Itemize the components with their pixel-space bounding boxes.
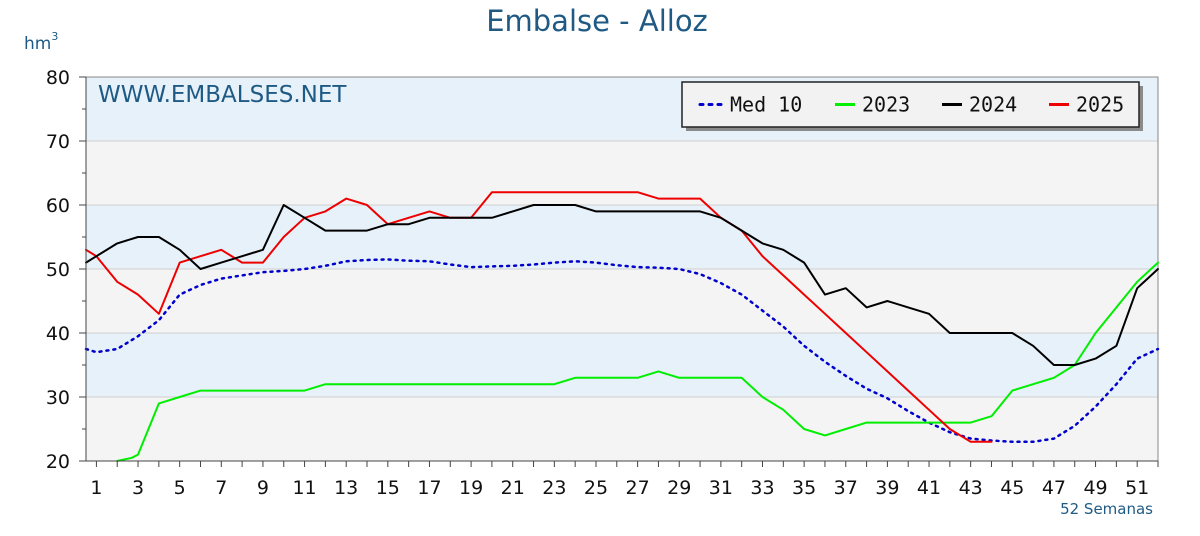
x-tick-label: 47 <box>1042 477 1066 499</box>
grid-lines <box>86 140 1158 398</box>
x-tick-label: 1 <box>90 477 102 499</box>
x-tick-label: 9 <box>257 477 269 499</box>
x-tick-label: 27 <box>626 477 650 499</box>
x-tick-label: 39 <box>875 477 899 499</box>
y-tick-label: 40 <box>46 323 70 345</box>
y-tick-label: 70 <box>46 131 70 153</box>
x-axis-label: 52 Semanas <box>1060 500 1153 518</box>
x-tick-label: 3 <box>132 477 144 499</box>
chart-title: Embalse - Alloz <box>486 4 708 38</box>
x-tick-label: 37 <box>834 477 858 499</box>
y-tick-label: 30 <box>46 387 70 409</box>
plot-band <box>86 269 1158 333</box>
series-line-2025 <box>85 191 993 443</box>
series-group <box>84 191 1160 462</box>
x-tick-label: 11 <box>292 477 316 499</box>
y-axis: 20 30 40 50 60 70 80 <box>46 67 87 473</box>
x-tick-label: 31 <box>709 477 733 499</box>
y-axis-unit: hm3 <box>24 30 58 54</box>
plot-band <box>86 333 1158 397</box>
x-tick-label: 21 <box>501 477 525 499</box>
x-tick-label: 13 <box>334 477 358 499</box>
series-line-2024 <box>85 204 1159 366</box>
y-tick-label: 50 <box>46 259 70 281</box>
legend-label-2024: 2024 <box>969 93 1017 117</box>
plot-band <box>86 205 1158 269</box>
x-tick-label: 45 <box>1000 477 1024 499</box>
y-axis-unit-superscript: 3 <box>51 30 58 43</box>
x-tick-label: 29 <box>667 477 691 499</box>
legend-label-2023: 2023 <box>862 93 910 117</box>
x-tick-label: 49 <box>1083 477 1107 499</box>
x-axis: 1 3 5 7 9 11 13 15 17 19 21 23 25 27 29 31 33 35 37 39 41 43 4… <box>86 460 1159 499</box>
x-tick-label: 19 <box>459 477 483 499</box>
series-line-2023 <box>116 261 1159 462</box>
series-line-med-10 <box>84 258 1160 444</box>
y-tick-label: 20 <box>46 451 70 473</box>
x-tick-label: 17 <box>417 477 441 499</box>
plot-band <box>86 397 1158 461</box>
x-tick-label: 25 <box>584 477 608 499</box>
legend: Med 10 2023 2024 2025 <box>681 81 1143 131</box>
x-tick-label: 51 <box>1125 477 1149 499</box>
y-tick-label: 60 <box>46 195 70 217</box>
watermark: WWW.EMBALSES.NET <box>98 82 347 108</box>
x-tick-label: 7 <box>215 477 227 499</box>
x-tick-label: 41 <box>917 477 941 499</box>
x-tick-label: 23 <box>542 477 566 499</box>
x-tick-label: 35 <box>792 477 816 499</box>
x-tick-label: 33 <box>750 477 774 499</box>
legend-label-2025: 2025 <box>1076 93 1124 117</box>
x-tick-label: 15 <box>376 477 400 499</box>
legend-label-med-10: Med 10 <box>730 93 802 117</box>
y-tick-label: 80 <box>46 67 70 89</box>
x-tick-label: 5 <box>174 477 186 499</box>
plot-band <box>86 141 1158 205</box>
y-axis-unit-label: hm <box>24 34 51 54</box>
x-tick-label: 43 <box>959 477 983 499</box>
